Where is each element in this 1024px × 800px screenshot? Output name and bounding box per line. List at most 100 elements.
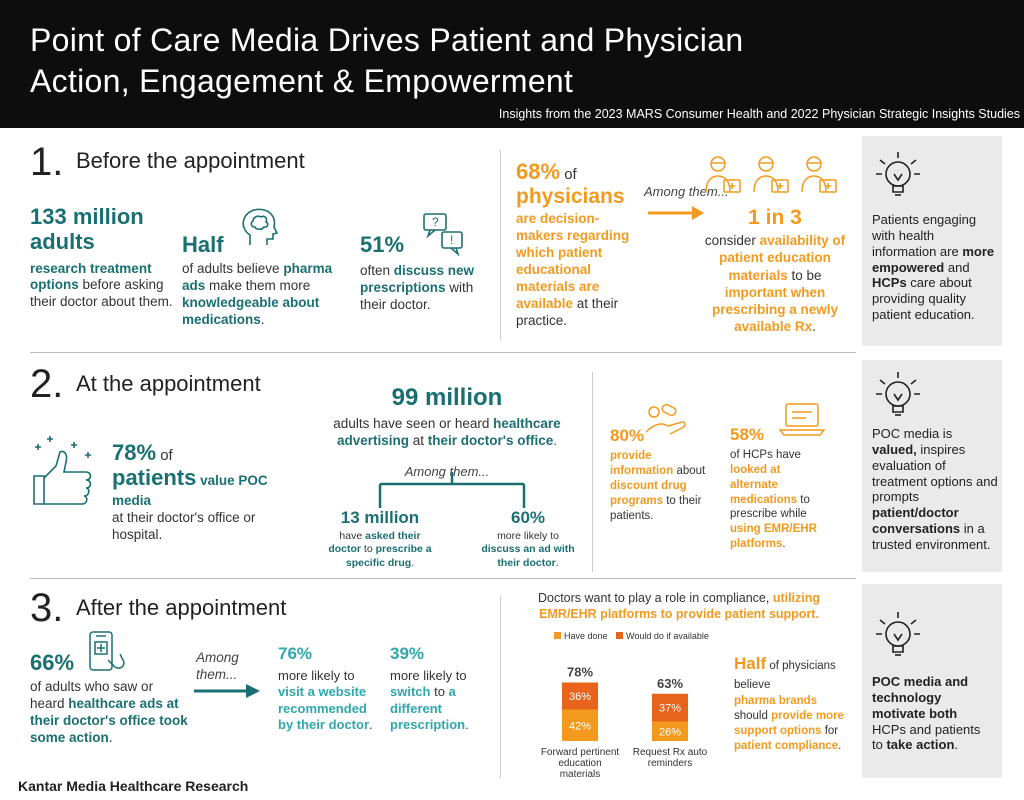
s2-58-t3: to prescribe while <box>730 493 810 521</box>
section2-number: 2. <box>30 362 64 406</box>
s1-51-text1: often <box>360 263 394 279</box>
s3-39-t3: to <box>430 684 449 700</box>
s2-99-value: 99 million <box>391 384 503 411</box>
bar-1-series-0 <box>652 721 688 741</box>
s3-39-t4: a different prescription <box>390 684 466 733</box>
s1-stat-half: Half of adults believe pharma ads make t… <box>182 232 342 329</box>
bar-0-series-0 <box>562 709 598 741</box>
lightbulb-icon <box>874 148 922 202</box>
s2-80-t1: provide information <box>610 450 674 477</box>
s1-half-text1: of adults believe <box>182 261 284 277</box>
s2-13m-t3: to <box>361 543 376 556</box>
s2-stat-99million: 99 million adults have seen or heard hea… <box>318 384 576 479</box>
s2-13m-t5: . <box>411 556 415 569</box>
lightbulb-icon <box>874 608 922 662</box>
s3-half-value: Half <box>734 654 767 673</box>
s3-66-t3: . <box>108 729 113 745</box>
arrow-right-icon <box>194 684 260 698</box>
bar-value-label-0-1: 36% <box>569 691 591 703</box>
s3-insight-box: POC media and technology motivate both H… <box>862 584 1002 778</box>
s3-66-t1: of adults who saw or heard <box>30 679 154 712</box>
s2-80-t4: to their patients. <box>610 494 702 522</box>
category-label-0-line-2: materials <box>560 769 601 780</box>
s2-99-text2: healthcare advertising <box>336 415 561 449</box>
s1-phys-pct: 68% <box>516 159 561 184</box>
s1-insight-box: Patients engaging with health informatio… <box>862 136 1002 346</box>
s3-half-t6: patient compliance <box>734 740 839 753</box>
s2-78-patients: patients <box>112 465 197 491</box>
section2-heading: At the appointment <box>76 371 261 396</box>
s3-half-t2: pharma brands <box>734 694 818 707</box>
s3-vertical-divider <box>500 596 501 778</box>
s2-80-t3: discount drug programs <box>610 479 687 507</box>
s3-box-text2: HCPs and patients to <box>872 721 981 753</box>
s3-among-them: Among them... <box>196 650 239 682</box>
s1-box-text5: care about providing quality patient edu… <box>872 275 975 323</box>
s2-60-value: 60% <box>510 508 546 527</box>
s2-99-text3: at <box>409 433 428 449</box>
s3-76-t3: . <box>369 717 373 733</box>
s2-80-t2: about <box>673 464 706 477</box>
s3-box-text3: take action <box>886 737 955 753</box>
s1-stat-51: 51% often discuss new prescriptions with… <box>360 232 490 314</box>
s2-60-t2: discuss an ad with their doctor <box>481 543 575 569</box>
section3-heading: After the appointment <box>76 595 287 620</box>
doctors-with-kits-icon <box>702 152 848 198</box>
s2-13m-t2: asked their doctor <box>328 529 421 556</box>
s1-1in3-value: 1 in 3 <box>748 206 802 229</box>
bar-total-label-0: 78% <box>567 665 593 680</box>
s1-among-them: Among them... <box>644 184 729 199</box>
s2-stat-60: 60% more likely to discuss an ad with th… <box>478 508 578 570</box>
legend-label-0: Have done <box>564 631 608 641</box>
s3-half-t5: for <box>821 724 839 737</box>
s3-stat-half: Half of physicians believe pharma brands… <box>734 654 846 754</box>
s1-vertical-divider <box>500 150 501 340</box>
s1-half-text5: . <box>260 311 265 327</box>
lightbulb-icon <box>874 368 922 422</box>
s2-58-value: 58% <box>730 425 765 444</box>
compliance-bar-chart: Have done Would do if available 42% 36% 78% F… <box>541 631 709 780</box>
s2-among-them: Among them... <box>404 463 490 479</box>
s2-13m-value: 13 million <box>340 508 420 527</box>
s1-phys-word: physicians <box>516 185 625 209</box>
s2-stat-58: 58% of HCPs have looked at alternate med… <box>730 425 830 552</box>
s3-66-value: 66% <box>30 650 75 675</box>
s1-half-text2: pharma ads <box>182 261 333 294</box>
bar-value-label-0-0: 42% <box>569 720 591 732</box>
s2-stat-80: 80% provide information about discount d… <box>610 426 710 524</box>
thumbs-up-icon <box>30 432 102 510</box>
s2-vertical-divider <box>592 372 593 572</box>
s1-1in3-text2: availability of patient education materi… <box>719 233 846 283</box>
section3-number: 3. <box>30 586 64 630</box>
s2-box-text4: patient/doctor conversations <box>872 505 961 537</box>
s2-78-text2: at their doctor's office or hospital. <box>112 509 256 542</box>
laptop-icon <box>778 400 826 438</box>
section-divider-2 <box>30 578 856 579</box>
s2-box-text2: valued, <box>872 441 917 457</box>
s2-99-text4: their doctor's office <box>427 433 554 449</box>
chart-title-part2: utilizing EMR/EHR platforms to provide p… <box>539 591 821 622</box>
s3-76-value: 76% <box>278 644 313 663</box>
s2-58-t5: . <box>782 538 786 551</box>
s3-half-t7: . <box>838 740 842 753</box>
category-label-1-line-1: reminders <box>648 758 692 769</box>
s1-box-text2: more empowered <box>872 243 995 275</box>
footer-source: Kantar Media Healthcare Research <box>18 778 249 794</box>
chat-bubbles-icon: ?! <box>420 210 466 256</box>
section1-number: 1. <box>30 140 64 184</box>
s3-76-t1: more likely to <box>278 667 355 683</box>
section1-heading: Before the appointment <box>76 148 305 173</box>
chart-title-part1: Doctors want to play a role in complianc… <box>537 591 773 605</box>
hand-with-pills-icon <box>644 404 690 438</box>
s2-13m-t4: prescribe a specific drug <box>345 543 432 569</box>
s1-box-text4: HCPs <box>872 275 907 291</box>
s3-39-t2: switch <box>390 684 431 700</box>
svg-text:?: ? <box>432 215 439 229</box>
s2-60-t1: more likely to <box>497 529 559 542</box>
arrow-right-icon <box>648 206 704 220</box>
s2-78-text1: value POC media <box>112 473 268 508</box>
bar-0-series-1 <box>562 682 598 710</box>
s1-box-text1: Patients engaging with health informatio… <box>872 212 977 259</box>
bar-1-series-1 <box>652 693 688 722</box>
s1-stat-adults: 133 million adults research treatment op… <box>30 204 180 311</box>
